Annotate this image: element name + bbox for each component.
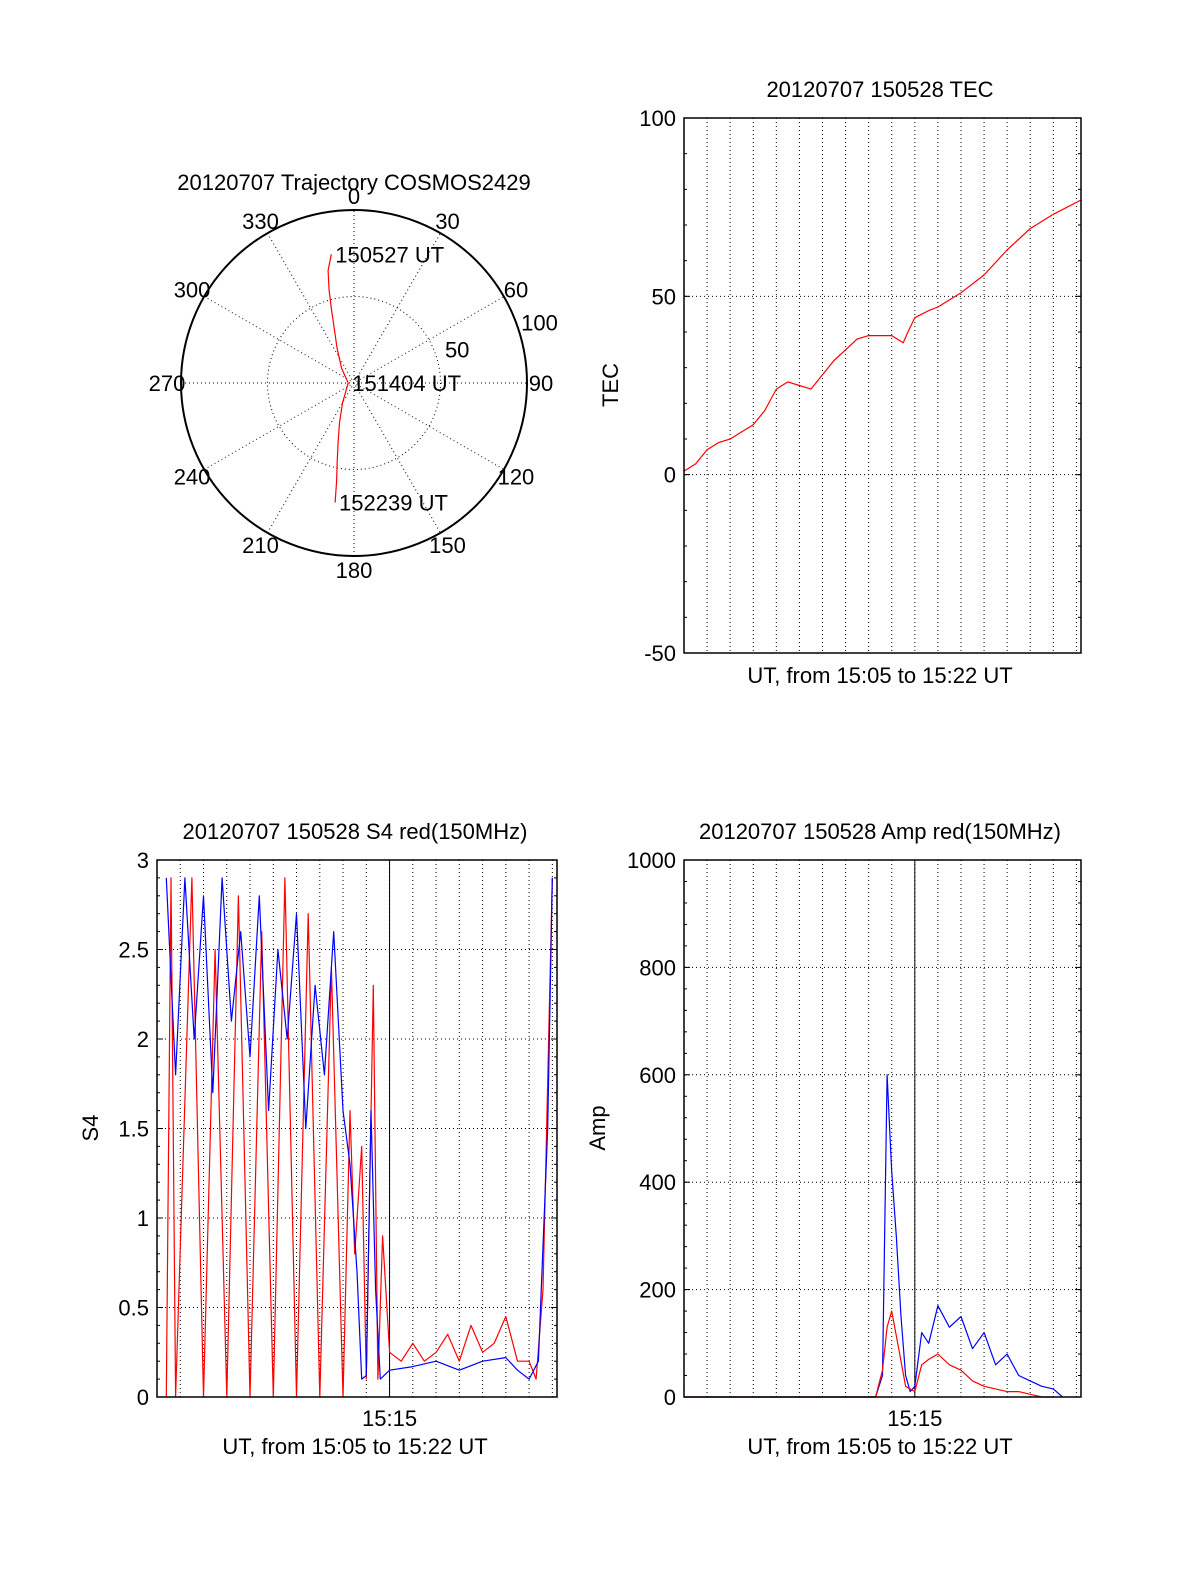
trajectory-line [327,254,349,503]
tec-series [683,199,1082,472]
polar-angle-label: 270 [149,371,186,396]
polar-angle-label: 120 [498,465,535,490]
amp-ylabel: Amp [585,1105,610,1150]
tec-series-line [683,199,1082,472]
amp-y-tick: 800 [639,955,676,980]
trajectory-time-label: 150527 UT [335,242,444,267]
amp-y-tick: 1000 [627,848,676,873]
s4-y-tick: 3 [137,848,149,873]
tec-frame [683,117,1082,654]
polar-radial-label: 50 [445,337,469,362]
tec-y-tick-labels: -50 0 50 100 [639,106,676,666]
s4-series [165,877,553,1398]
s4-xlabel: UT, from 15:05 to 15:22 UT [222,1434,487,1459]
amp-series-line [684,1074,1063,1398]
s4-series-line [165,877,553,1398]
amp-grid [684,859,1081,1398]
s4-y-tick: 2.5 [118,938,149,963]
s4-grid [157,859,557,1398]
amp-frame [683,859,1082,1398]
amp-x-tick-label: 15:15 [887,1406,942,1431]
amp-y-tick: 0 [664,1385,676,1410]
s4-y-tick-labels: 0 0.5 1 1.5 2 2.5 3 [118,848,149,1410]
s4-y-tick: 1 [137,1206,149,1231]
s4-x-tick-label: 15:15 [362,1406,417,1431]
tec-y-tick: 50 [652,284,676,309]
tec-ylabel: TEC [598,363,623,407]
s4-frame [156,859,558,1398]
amp-series-line [684,1310,1054,1398]
polar-angle-label: 180 [336,558,373,583]
s4-plot: 20120707 150528 S4 red(150MHz) 0 0.5 1 1.5 2… [78,819,558,1459]
s4-y-tick: 2 [137,1027,149,1052]
polar-angle-label: 150 [429,533,466,558]
tec-plot: 20120707 150528 TEC -50 0 50 100 UT, from 1… [598,77,1082,688]
trajectory-track [327,254,349,503]
polar-grid [180,209,528,557]
s4-y-tick: 0.5 [118,1296,149,1321]
polar-angle-label: 60 [504,278,528,303]
polar-angle-label: 300 [174,278,211,303]
trajectory-polar-plot: 20120707 Trajectory COSMOS2429 0 30 60 90 12… [149,170,558,583]
tec-title: 20120707 150528 TEC [766,77,993,102]
amp-xlabel: UT, from 15:05 to 15:22 UT [747,1434,1012,1459]
polar-spoke [267,232,441,534]
amp-title: 20120707 150528 Amp red(150MHz) [699,819,1061,844]
polar-angle-label: 330 [242,209,279,234]
tec-y-tick: 100 [639,106,676,131]
polar-angle-label: 30 [435,209,459,234]
tec-y-tick: 0 [664,463,676,488]
polar-mid-circle [267,296,441,470]
tec-xlabel: UT, from 15:05 to 15:22 UT [747,663,1012,688]
s4-series-line [165,877,553,1380]
polar-angle-labels: 0 30 60 90 120 150 180 210 240 270 300 330 [149,184,554,583]
amp-y-tick: 200 [639,1278,676,1303]
tec-grid [684,117,1081,654]
polar-angle-label: 210 [242,533,279,558]
polar-radial-label: 100 [521,311,558,336]
s4-y-tick: 0 [137,1385,149,1410]
polar-radial-labels: 50 100 [445,311,558,363]
s4-title: 20120707 150528 S4 red(150MHz) [183,819,528,844]
amp-series [684,1074,1063,1398]
polar-angle-label: 240 [174,465,211,490]
trajectory-time-label: 151404 UT [352,371,461,396]
tec-y-tick: -50 [644,641,676,666]
amp-plot: 20120707 150528 Amp red(150MHz) 0 200 400 6… [585,819,1082,1459]
amp-y-tick: 400 [639,1170,676,1195]
polar-angle-label: 90 [529,371,553,396]
polar-angle-label: 0 [348,184,360,209]
amp-y-tick-labels: 0 200 400 600 800 1000 [627,848,676,1410]
s4-ylabel: S4 [78,1115,103,1142]
trajectory-time-label: 152239 UT [339,491,448,516]
trajectory-annotations: 150527 UT 151404 UT 152239 UT [335,242,461,515]
trajectory-title: 20120707 Trajectory COSMOS2429 [177,170,530,195]
s4-y-tick: 1.5 [118,1117,149,1142]
amp-y-tick: 600 [639,1063,676,1088]
